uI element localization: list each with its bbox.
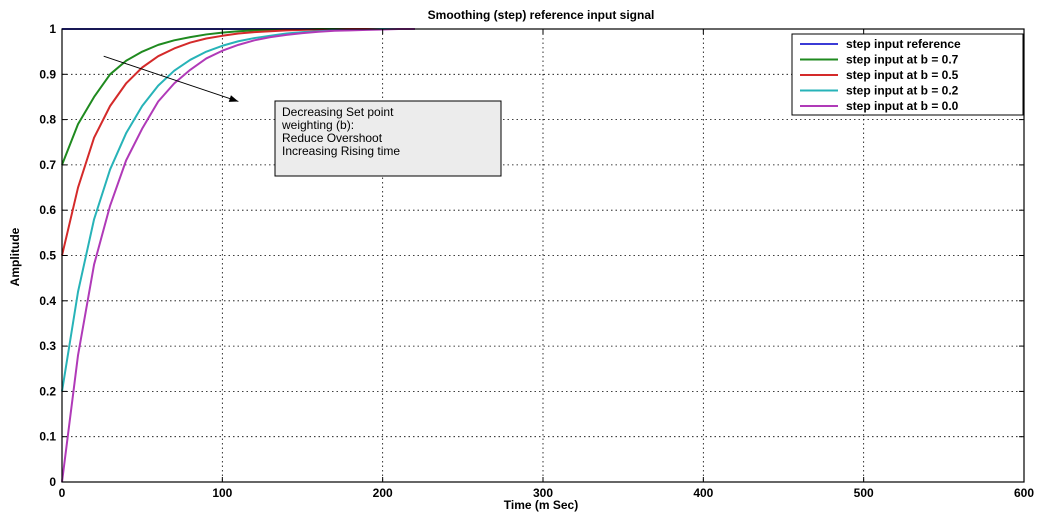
y-tick-label: 0.3: [39, 339, 56, 353]
annotation-box: [274, 100, 502, 177]
x-tick-label: 500: [854, 486, 874, 500]
annotation-text-line: Decreasing Set point: [282, 105, 394, 119]
legend-label-2: step input at b = 0.5: [846, 68, 959, 82]
legend-label-0: step input reference: [846, 37, 961, 51]
annotation-text-line: weighting (b):: [281, 118, 354, 132]
y-tick-label: 0.9: [39, 67, 56, 81]
x-axis-label: Time (m Sec): [504, 498, 578, 512]
y-tick-label: 0.4: [39, 294, 56, 308]
y-tick-label: 0.2: [39, 384, 56, 398]
annotation-text-line: Reduce Overshoot: [282, 131, 383, 145]
axis-ticks: 0 100 200 300 400 500 600 0 0.1 0.2 0.3 0.4 0.5 0.6 0.…: [39, 22, 1034, 500]
x-tick-label: 400: [693, 486, 713, 500]
y-tick-label: 1: [49, 22, 56, 36]
y-axis-label: Amplitude: [8, 227, 22, 286]
annotation-arrow-line: [103, 55, 239, 102]
x-tick-label: 300: [533, 486, 553, 500]
y-tick-label: 0.8: [39, 113, 56, 127]
y-tick-label: 0.5: [39, 249, 56, 263]
y-tick-label: 0.1: [39, 430, 56, 444]
annotation-text-line: Increasing Rising time: [282, 144, 400, 158]
annotation-arrowhead: [228, 95, 239, 102]
legend-label-1: step input at b = 0.7: [846, 53, 959, 67]
x-tick-label: 100: [212, 486, 232, 500]
legend: step input reference step input at b = 0.…: [791, 33, 1024, 116]
y-tick-label: 0.6: [39, 203, 56, 217]
legend-label-3: step input at b = 0.2: [846, 84, 959, 98]
x-tick-label: 600: [1014, 486, 1034, 500]
y-tick-label: 0.7: [39, 158, 56, 172]
x-tick-label: 0: [59, 486, 66, 500]
legend-label-4: step input at b = 0.0: [846, 99, 959, 113]
series-line-4: [61, 28, 415, 483]
x-tick-label: 200: [373, 486, 393, 500]
y-tick-label: 0: [49, 475, 56, 489]
chart-title: Smoothing (step) reference input signal: [428, 8, 655, 22]
